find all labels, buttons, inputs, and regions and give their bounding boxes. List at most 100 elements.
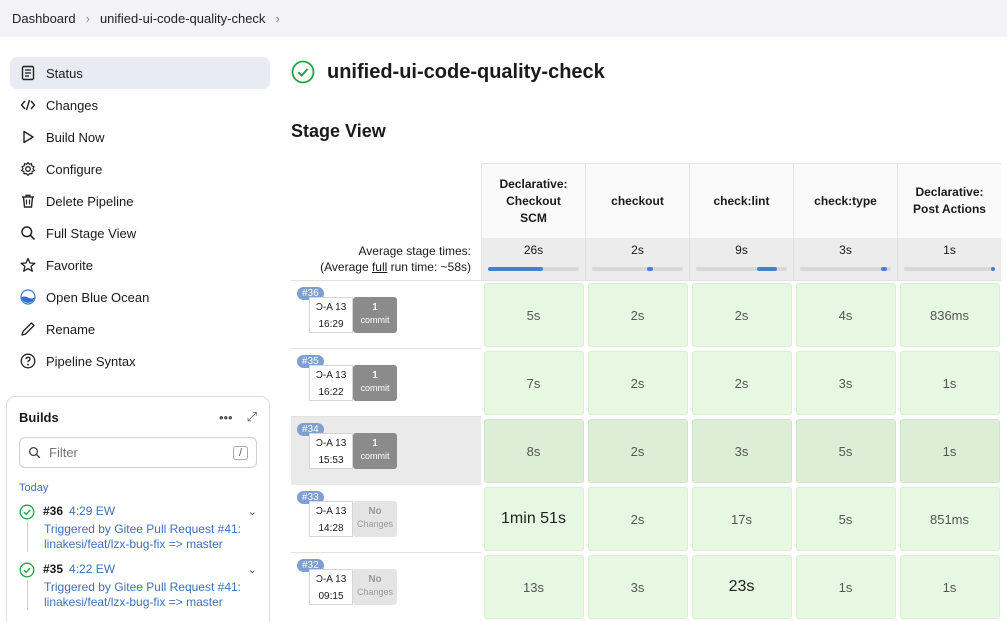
chevron-right-icon[interactable]: ›	[275, 11, 280, 26]
stage-cell[interactable]: 836ms	[897, 281, 1001, 349]
stage-cell[interactable]: 3s	[793, 349, 897, 417]
stage-cell[interactable]: 2s	[585, 281, 689, 349]
stage-view-title: Stage View	[291, 121, 386, 141]
stage-duration: 3s	[795, 351, 896, 415]
success-check-icon	[291, 60, 315, 84]
run-commit-label: commit	[360, 451, 390, 461]
full-run-link[interactable]: full	[371, 260, 388, 274]
stage-cell[interactable]: 1min 51s	[481, 485, 585, 553]
builds-filter-input[interactable]: Filter /	[19, 437, 257, 468]
stage-average: 2s	[585, 238, 689, 280]
average-label-pre: (Average	[320, 260, 372, 274]
run-label: #32 Ͻ-A 13 09:15 No Changes	[291, 553, 481, 621]
job-title-text: unified-ui-code-quality-check	[327, 60, 605, 83]
stage-duration: 13s	[483, 555, 584, 619]
run-label: #34 Ͻ-A 13 15:53 1 commit	[291, 417, 481, 485]
run-badge[interactable]: #33	[297, 491, 324, 504]
stage-cell[interactable]: 2s	[689, 281, 793, 349]
run-commits[interactable]: 1 commit	[353, 365, 397, 401]
sidebar-item-configure[interactable]: Configure	[10, 153, 270, 185]
run-date: Ͻ-A 13 16:22	[309, 365, 353, 401]
stage-cell[interactable]: 2s	[585, 417, 689, 485]
run-commits[interactable]: 1 commit	[353, 433, 397, 469]
stage-cell[interactable]: 1s	[793, 553, 897, 621]
stage-cell[interactable]: 1s	[897, 553, 1001, 621]
stage-cell[interactable]: 8s	[481, 417, 585, 485]
stage-cell[interactable]: 851ms	[897, 485, 1001, 553]
stage-cell[interactable]: 2s	[585, 349, 689, 417]
document-icon	[20, 65, 36, 81]
page-title: unified-ui-code-quality-check	[291, 60, 605, 84]
more-icon[interactable]: •••	[218, 409, 233, 425]
stage-average-value: 9s	[735, 243, 748, 257]
run-row: #32 Ͻ-A 13 09:15 No Changes 13s 3s 23s 1s 1s	[291, 552, 1001, 621]
builds-group-label: Today	[19, 482, 49, 494]
sidebar-item-favorite[interactable]: Favorite	[10, 249, 270, 281]
expand-icon[interactable]: ⤢	[246, 409, 257, 424]
stage-cell[interactable]: 2s	[689, 349, 793, 417]
breadcrumb-job[interactable]: unified-ui-code-quality-check	[99, 11, 266, 26]
sidebar-item-changes[interactable]: Changes	[10, 89, 270, 121]
stage-duration: 4s	[795, 283, 896, 347]
stage-cell[interactable]: 5s	[793, 417, 897, 485]
run-commit-count: 1	[372, 370, 378, 381]
run-badge[interactable]: #35	[297, 355, 324, 368]
breadcrumb-dashboard[interactable]: Dashboard	[12, 11, 76, 26]
stage-cell[interactable]: 17s	[689, 485, 793, 553]
chevron-down-icon[interactable]: ⌄	[247, 563, 257, 576]
stage-duration: 2s	[587, 419, 688, 483]
stage-header-line: SCM	[520, 210, 547, 225]
stage-cell[interactable]: 3s	[585, 553, 689, 621]
sidebar-item-label: Favorite	[46, 257, 93, 273]
sidebar-item-label: Status	[46, 65, 83, 81]
run-commit-count: 1	[372, 302, 378, 313]
sidebar-item-open-blue-ocean[interactable]: Open Blue Ocean	[10, 281, 270, 313]
stage-cell[interactable]: 13s	[481, 553, 585, 621]
play-icon	[20, 129, 36, 145]
build-number[interactable]: #35	[43, 562, 64, 576]
chevron-down-icon[interactable]: ⌄	[247, 505, 257, 518]
code-icon	[20, 97, 36, 113]
stage-cell[interactable]: 5s	[793, 485, 897, 553]
stage-cell[interactable]: 4s	[793, 281, 897, 349]
run-badge[interactable]: #34	[297, 423, 324, 436]
sidebar: Status Changes Build Now Configure Delet…	[10, 57, 270, 377]
build-description[interactable]: Triggered by Gitee Pull Request #41: lin…	[27, 580, 257, 610]
run-date-day: Ͻ-A 13	[315, 438, 347, 449]
run-date-time: 09:15	[318, 591, 344, 602]
run-commit-label: Changes	[356, 587, 394, 597]
pencil-icon	[20, 321, 36, 337]
stage-header-line: check:lint	[713, 193, 770, 208]
run-date: Ͻ-A 13 14:28	[309, 501, 353, 537]
sidebar-item-full-stage-view[interactable]: Full Stage View	[10, 217, 270, 249]
search-icon	[28, 446, 41, 459]
sidebar-item-label: Delete Pipeline	[46, 193, 134, 209]
run-commits[interactable]: No Changes	[353, 501, 397, 537]
build-number[interactable]: #36	[43, 504, 64, 518]
stage-cell[interactable]: 7s	[481, 349, 585, 417]
build-row[interactable]: #36 4:29 EW ⌄ Triggered by Gitee Pull Req…	[19, 504, 257, 552]
run-commits[interactable]: No Changes	[353, 569, 397, 605]
stage-cell[interactable]: 1s	[897, 349, 1001, 417]
sidebar-item-build-now[interactable]: Build Now	[10, 121, 270, 153]
sidebar-item-rename[interactable]: Rename	[10, 313, 270, 345]
stage-cell[interactable]: 1s	[897, 417, 1001, 485]
run-commit-label: Changes	[356, 519, 394, 529]
stage-duration: 8s	[483, 419, 584, 483]
stage-duration: 23s	[691, 555, 792, 619]
stage-duration: 1s	[899, 351, 1000, 415]
stage-cell[interactable]: 2s	[585, 485, 689, 553]
build-row[interactable]: #35 4:22 EW ⌄ Triggered by Gitee Pull Req…	[19, 562, 257, 610]
build-description[interactable]: Triggered by Gitee Pull Request #41: lin…	[27, 522, 257, 552]
run-badge[interactable]: #32	[297, 559, 324, 572]
run-label: #33 Ͻ-A 13 14:28 No Changes	[291, 485, 481, 553]
sidebar-item-status[interactable]: Status	[10, 57, 270, 89]
stage-header: check:lint	[689, 163, 793, 238]
stage-cell[interactable]: 5s	[481, 281, 585, 349]
sidebar-item-pipeline-syntax[interactable]: Pipeline Syntax	[10, 345, 270, 377]
stage-cell[interactable]: 3s	[689, 417, 793, 485]
run-badge[interactable]: #36	[297, 287, 324, 300]
stage-cell[interactable]: 23s	[689, 553, 793, 621]
sidebar-item-delete-pipeline[interactable]: Delete Pipeline	[10, 185, 270, 217]
run-commits[interactable]: 1 commit	[353, 297, 397, 333]
